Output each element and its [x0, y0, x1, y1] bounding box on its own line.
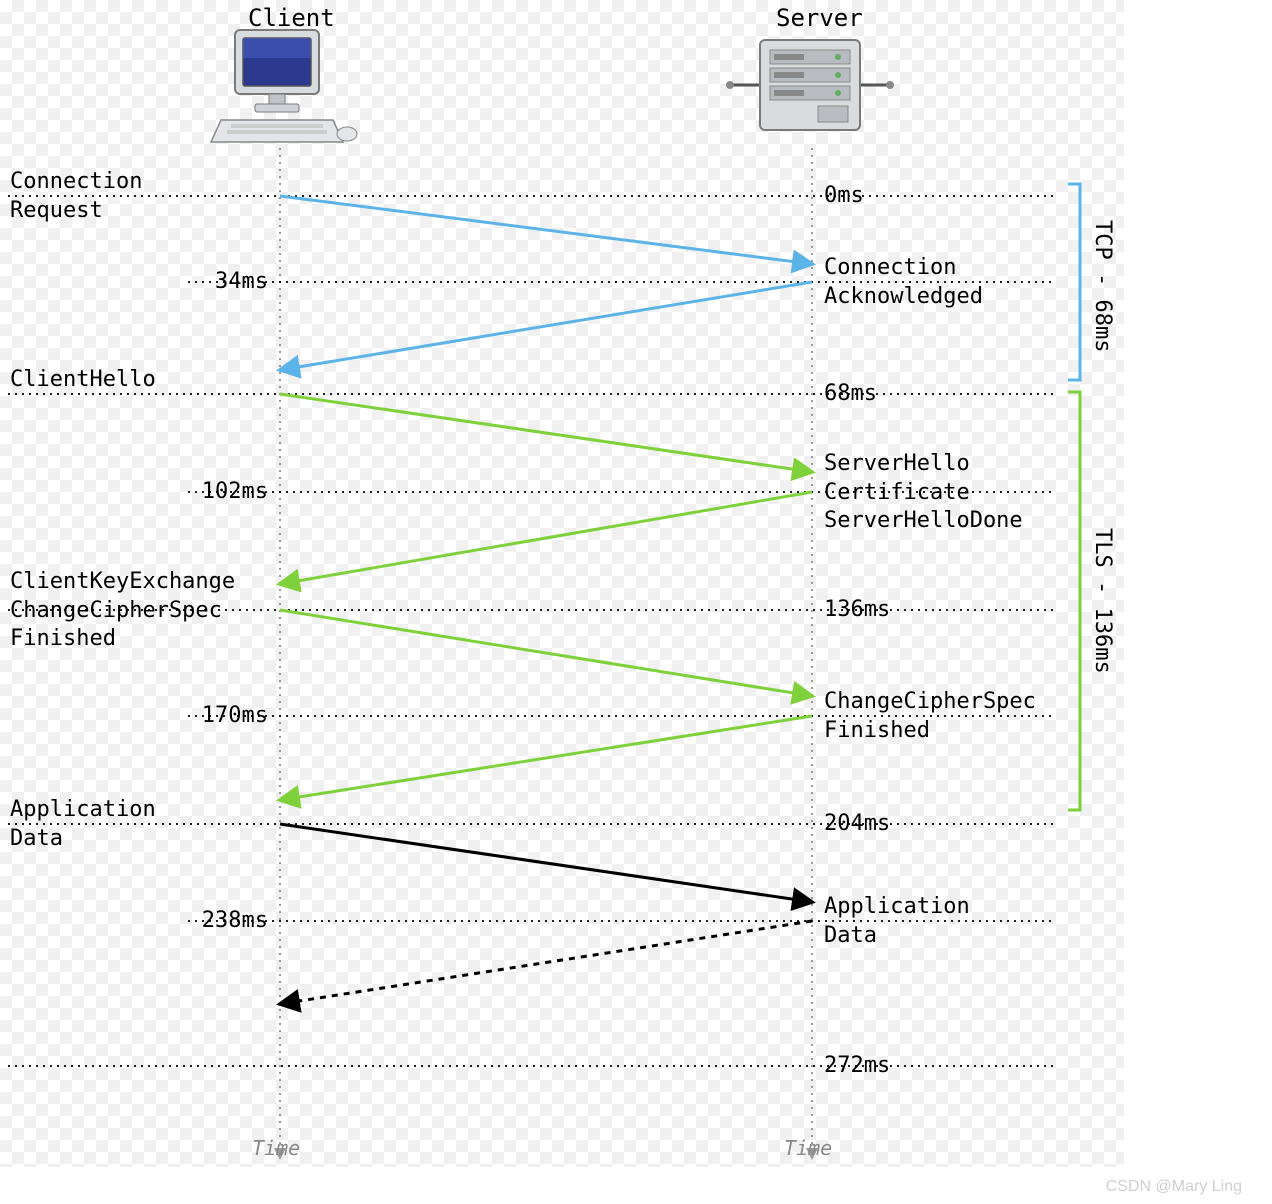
- arrow-appdata-resp: [280, 921, 812, 1004]
- row-3-right: ServerHello Certificate ServerHelloDone: [824, 450, 1023, 536]
- row-6-right-time: 204ms: [824, 810, 890, 839]
- server-rack-icon: [726, 40, 894, 130]
- row-5-left-time: 170ms: [202, 702, 268, 731]
- arrow-appdata-req: [280, 824, 812, 902]
- client-computer-icon: [211, 30, 357, 142]
- row-4-left: ClientKeyExchange ChangeCipherSpec Finis…: [10, 568, 235, 654]
- arrow-keyexchange: [280, 610, 812, 696]
- arrow-tcp-ack: [280, 282, 812, 370]
- row-1-left-time: 34ms: [215, 268, 268, 297]
- client-time-axis-label: Time: [252, 1136, 300, 1160]
- server-time-axis-label: Time: [784, 1136, 832, 1160]
- row-4-right-time: 136ms: [824, 596, 890, 625]
- tls-bracket: [1068, 392, 1080, 810]
- row-8-right-time: 272ms: [824, 1052, 890, 1081]
- row-2-right-time: 68ms: [824, 380, 877, 409]
- row-0-right-time: 0ms: [824, 182, 864, 211]
- arrow-serverhello: [280, 492, 812, 584]
- row-2-left: ClientHello: [10, 366, 156, 395]
- watermark-text: CSDN @Mary Ling: [1106, 1178, 1242, 1196]
- tcp-bracket: [1068, 184, 1080, 380]
- row-3-left-time: 102ms: [202, 478, 268, 507]
- arrow-tcp-syn: [280, 196, 812, 264]
- row-5-right: ChangeCipherSpec Finished: [824, 688, 1036, 745]
- tcp-bracket-label: TCP - 68ms: [1090, 220, 1115, 352]
- arrows: [280, 196, 812, 1004]
- row-1-right: Connection Acknowledged: [824, 254, 983, 311]
- tls-bracket-label: TLS - 136ms: [1090, 528, 1115, 674]
- row-0-left: Connection Request: [10, 168, 142, 225]
- arrow-clienthello: [280, 394, 812, 472]
- row-7-left-time: 238ms: [202, 907, 268, 936]
- row-6-left: Application Data: [10, 796, 156, 853]
- row-7-right: Application Data: [824, 893, 970, 950]
- sequence-diagram-container: Client Server: [0, 0, 1124, 1167]
- arrow-changecipher: [280, 716, 812, 800]
